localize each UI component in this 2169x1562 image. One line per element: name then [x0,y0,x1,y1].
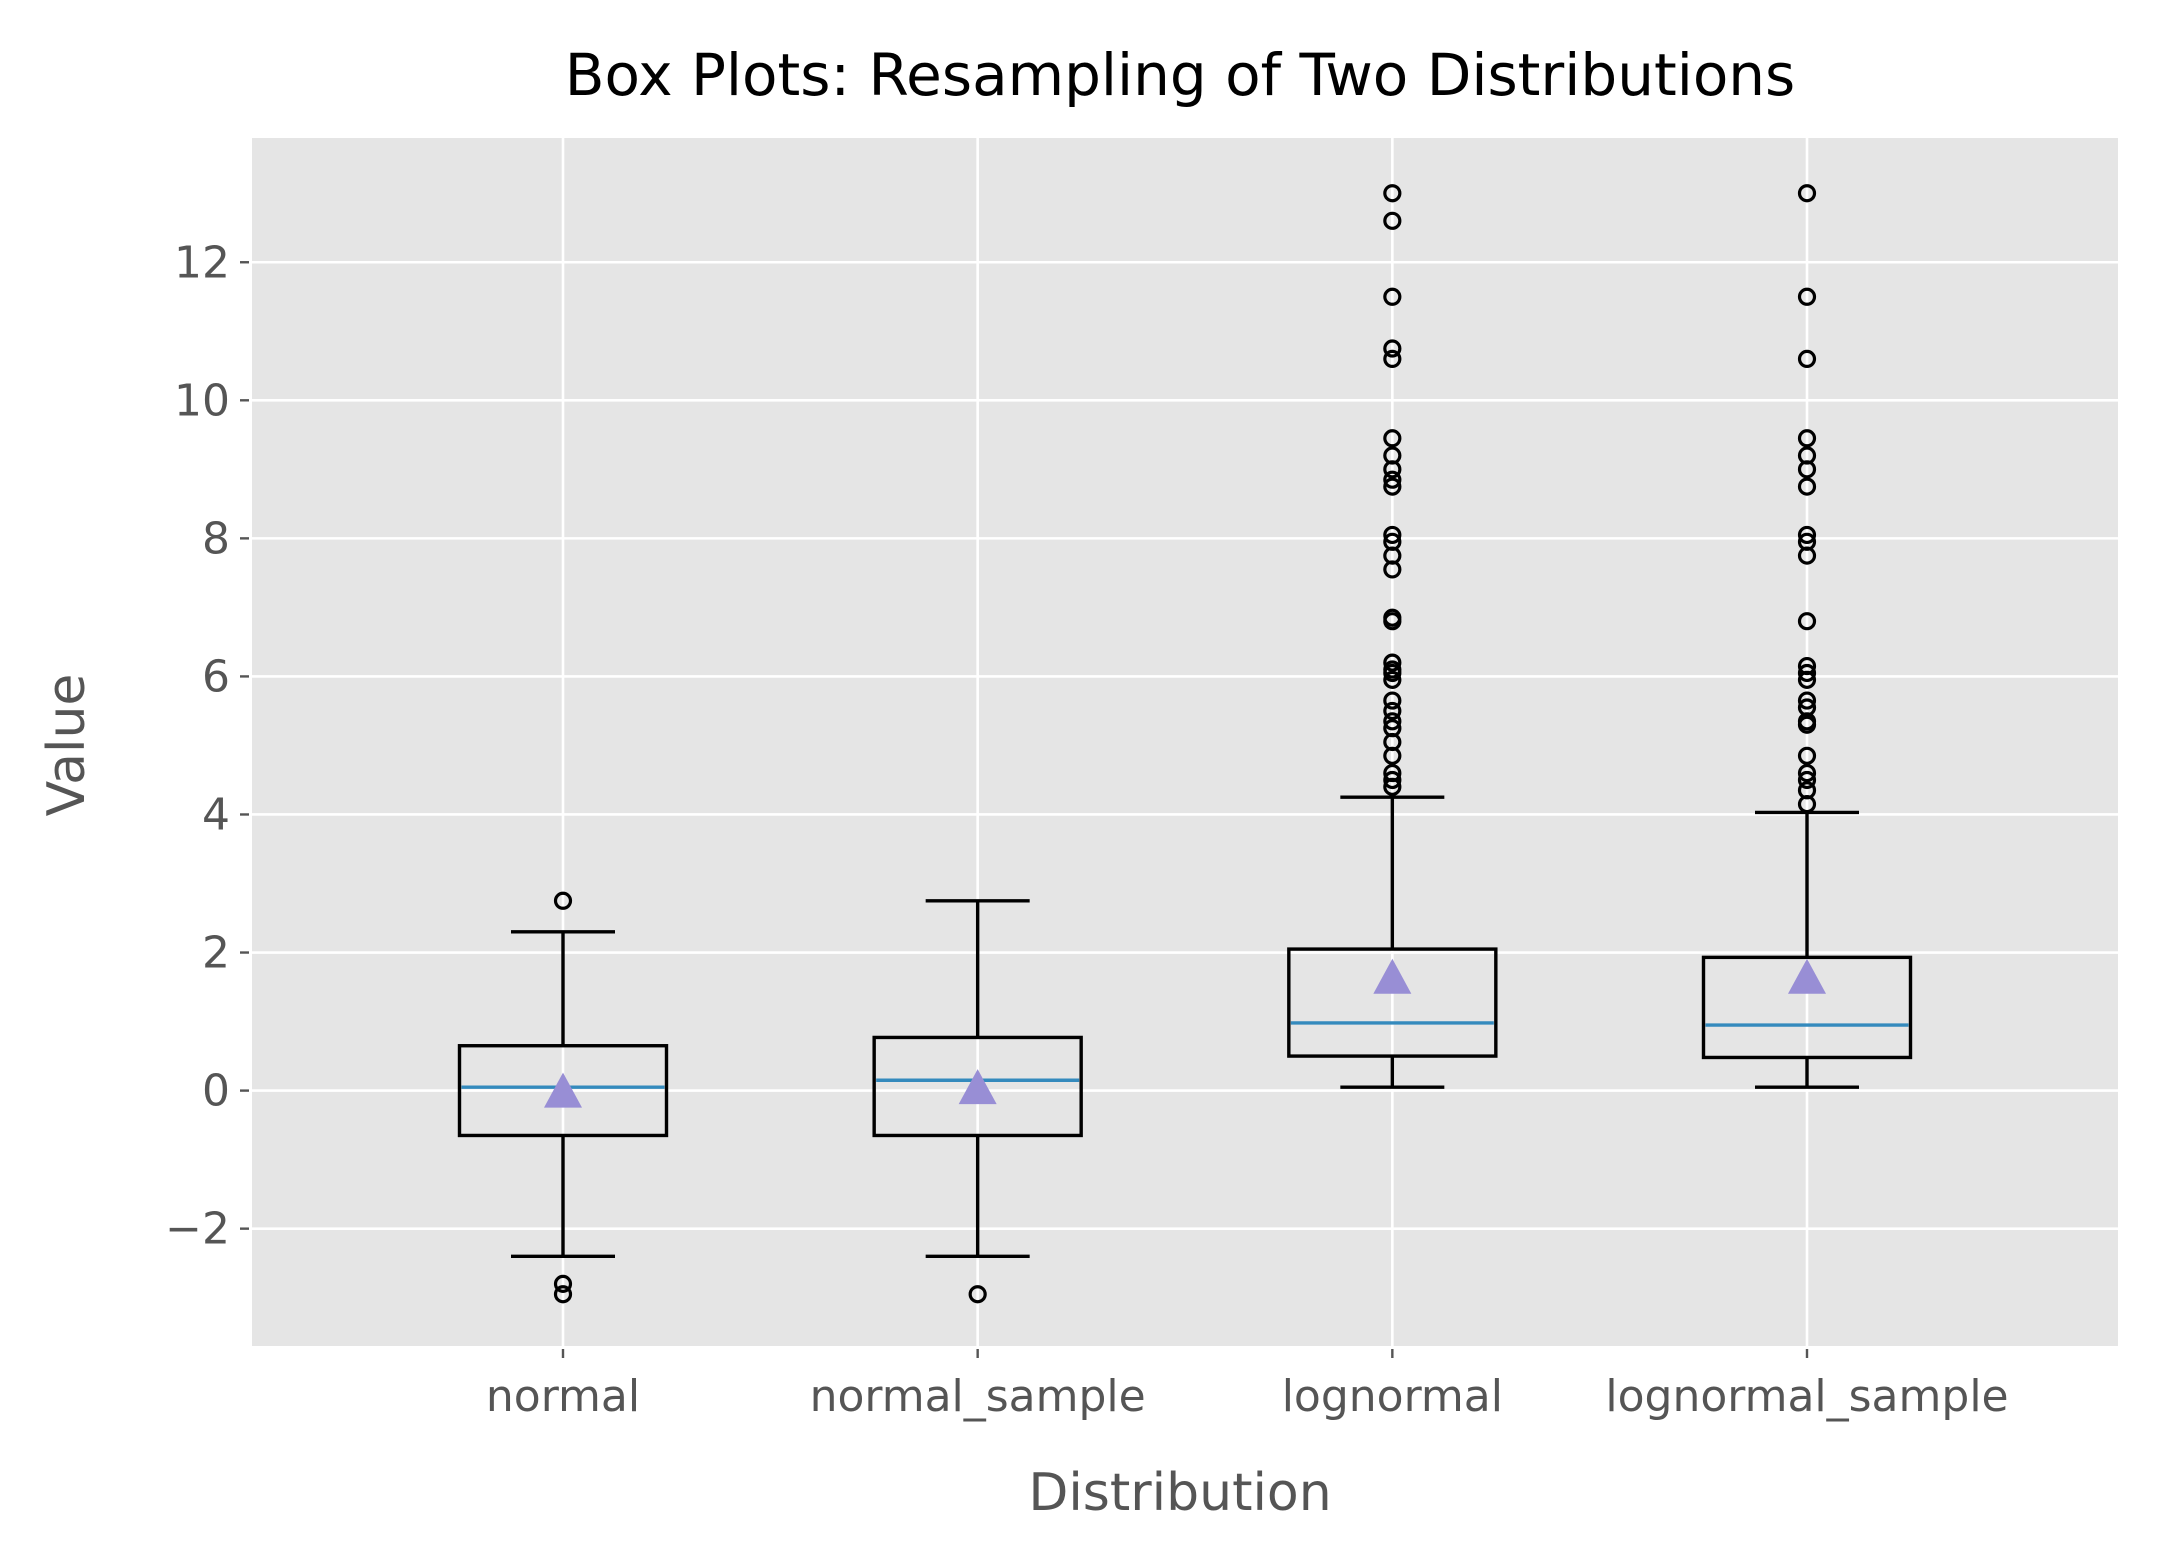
outlier-point [1383,184,1402,203]
outlier-point [1797,663,1817,683]
outlier-point [1383,701,1402,721]
outlier-point [1383,446,1402,465]
outlier-point [1383,763,1402,783]
outlier-point [1383,211,1402,230]
outlier-point [1383,477,1402,496]
outlier-point [1383,719,1402,738]
outlier-point [1383,770,1402,790]
outlier-point [1797,287,1817,306]
iqr-box [1701,955,1913,1060]
outlier-point [1797,656,1817,676]
outlier-point [1797,746,1817,765]
y-tick-label: 12 [174,237,230,288]
mean-marker [1788,958,1826,994]
x-tick-label: normal [486,1371,640,1422]
outlier-point [1383,670,1402,689]
outlier-point [1797,349,1817,368]
x-tick-label: normal_sample [810,1371,1146,1422]
outlier-point [1383,712,1402,731]
mean-marker [544,1072,582,1108]
outlier-point [1797,763,1817,783]
outlier-point [1383,349,1402,368]
outlier-point [1383,470,1402,489]
y-axis: −2 0 2 4 6 8 10 12 [165,237,249,1255]
outlier-point [1383,339,1402,358]
outlier-point [1797,184,1817,203]
outlier-point [1383,287,1402,306]
outlier-point [968,1285,987,1304]
y-tick-label: 10 [174,375,230,426]
box-plot-lognormal-sample [1701,184,1913,1089]
mean-marker [1373,958,1412,994]
y-axis-label: Value [37,674,97,817]
outlier-point [1797,532,1817,551]
y-tick-label: −2 [165,1204,230,1255]
plot-area [252,138,2118,1346]
y-tick-label: 6 [202,651,230,702]
y-tick-label: 0 [202,1066,230,1117]
x-axis: normal normal_sample lognormal lognormal_sa… [486,1349,2009,1422]
mean-marker [958,1069,997,1105]
outlier-point [553,1274,573,1293]
outlier-point [1383,429,1402,448]
box-group [457,184,1913,1304]
outlier-point [1383,660,1402,679]
y-tick-label: 8 [202,513,230,564]
y-tick-label: 4 [202,789,230,840]
outlier-point [1797,525,1817,545]
outlier-point [1797,770,1817,790]
x-axis-label: Distribution [1028,1463,1331,1523]
box-plot-normal-sample [872,899,1083,1304]
iqr-box [1287,947,1498,1058]
outlier-point [553,1285,573,1304]
outlier-point [1797,612,1817,631]
box-plot-normal [457,891,669,1304]
x-tick-label: lognormal [1282,1371,1503,1422]
outlier-point [1797,429,1817,448]
iqr-box [872,1035,1083,1138]
outlier-point [1383,653,1402,672]
outlier-point [553,891,573,910]
y-tick-label: 2 [202,928,230,979]
chart-title: Box Plots: Resampling of Two Distributio… [565,41,1796,109]
outlier-point [1383,525,1402,545]
outlier-point [1383,691,1402,710]
box-plot-lognormal [1287,184,1498,1089]
outlier-point [1383,608,1402,627]
iqr-box [457,1044,669,1138]
outlier-point [1797,691,1817,710]
outlier-point [1797,781,1817,800]
outlier-point [1797,477,1817,496]
outlier-point [1797,446,1817,465]
x-tick-label: lognormal_sample [1605,1371,2008,1422]
outlier-point [1383,532,1402,551]
outlier-point [1797,698,1817,717]
